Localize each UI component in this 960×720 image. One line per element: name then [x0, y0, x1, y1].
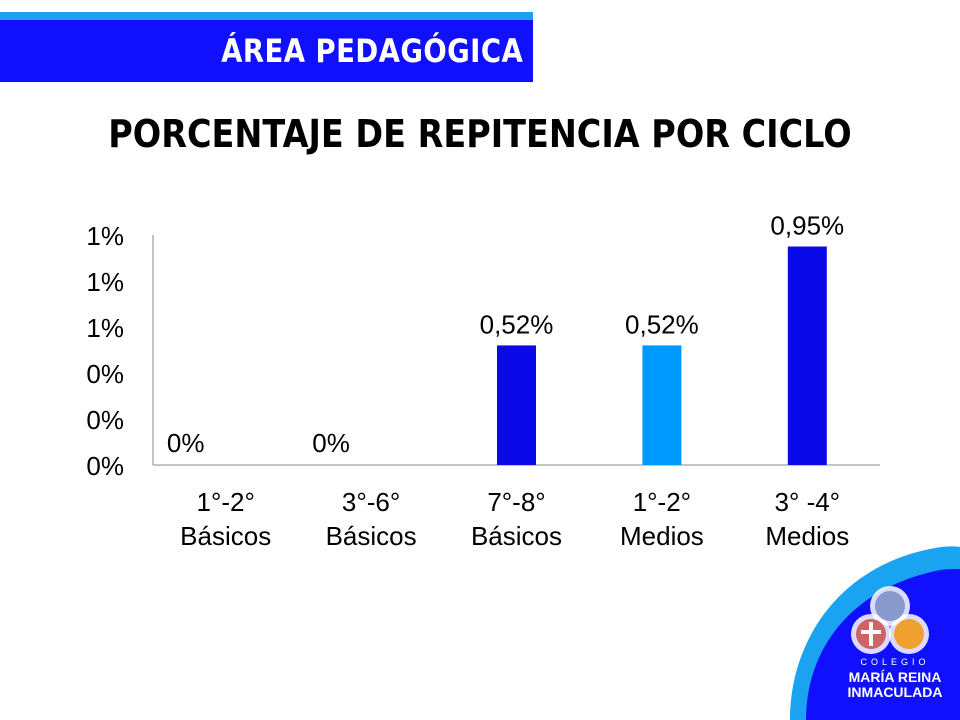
logo-name-text: MARÍA REINA: [848, 669, 942, 685]
x-tick-label: 7°-8°: [487, 487, 545, 517]
bar: [787, 246, 827, 465]
x-tick-label: Medios: [620, 521, 704, 551]
y-tick-label: 0%: [86, 359, 124, 389]
banner-title: ÁREA PEDAGÓGICA: [220, 32, 523, 70]
y-tick-label: 0%: [86, 451, 124, 481]
x-tick-label: 1°-2°: [633, 487, 691, 517]
x-tick-label: 1°-2°: [197, 487, 255, 517]
y-tick-label: 0%: [86, 405, 124, 435]
school-crest-icon: [851, 586, 929, 654]
x-tick-label: Básicos: [180, 521, 271, 551]
x-tick-label: Básicos: [326, 521, 417, 551]
y-tick-label: 1%: [86, 267, 124, 297]
header-banner: ÁREA PEDAGÓGICA: [0, 20, 533, 82]
logo-sub-text: INMACULADA: [847, 684, 943, 700]
y-tick-label: 1%: [86, 313, 124, 343]
data-label: 0,52%: [480, 309, 554, 339]
top-accent-stripe: [0, 12, 533, 20]
chart-title: PORCENTAJE DE REPITENCIA POR CICLO: [108, 112, 852, 156]
bar: [642, 345, 682, 465]
x-tick-label: Básicos: [471, 521, 562, 551]
x-tick-label: Medios: [765, 521, 849, 551]
logo-colegio-text: COLEGIO: [860, 657, 930, 667]
x-tick-label: 3°-6°: [342, 487, 400, 517]
bar: [497, 345, 536, 465]
data-label: 0%: [312, 428, 350, 458]
x-tick-label: 3° -4°: [774, 487, 840, 517]
data-label: 0,52%: [625, 309, 699, 339]
data-label: 0%: [167, 428, 205, 458]
y-tick-label: 1%: [86, 221, 124, 251]
data-label: 0,95%: [770, 211, 844, 241]
